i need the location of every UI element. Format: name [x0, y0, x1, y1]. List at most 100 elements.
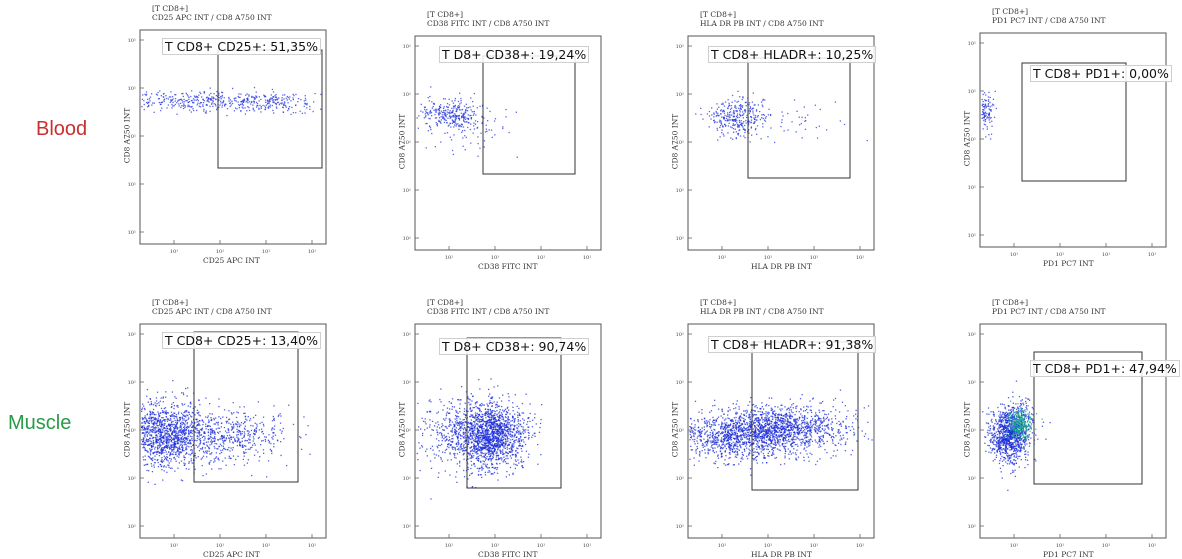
event-dot — [714, 114, 715, 115]
event-dot — [483, 448, 484, 449]
event-dot — [520, 420, 521, 421]
event-dot — [182, 419, 183, 420]
event-dot — [430, 411, 431, 412]
event-dot — [470, 115, 471, 116]
event-dot — [425, 418, 426, 419]
event-dot — [511, 435, 512, 436]
event-dot — [273, 446, 274, 447]
event-dot — [729, 103, 730, 104]
event-dot — [147, 103, 148, 104]
event-dot — [432, 108, 433, 109]
event-dot — [492, 438, 493, 439]
event-dot — [172, 380, 173, 381]
event-dot — [471, 441, 472, 442]
event-dot — [503, 461, 504, 462]
gate-label: T D8+ CD38+: 90,74% — [439, 338, 589, 355]
event-dot — [178, 457, 179, 458]
event-dot — [186, 410, 187, 411]
event-dot — [517, 459, 518, 460]
y-tick-label: 10¹ — [128, 476, 136, 482]
event-dot — [178, 412, 179, 413]
event-dot — [224, 435, 225, 436]
event-dot — [160, 421, 161, 422]
event-dot — [437, 446, 438, 447]
event-dot — [465, 403, 466, 404]
x-tick-label: 10¹ — [810, 543, 818, 549]
event-dot — [199, 92, 200, 93]
event-dot — [720, 136, 721, 137]
event-dot — [820, 109, 821, 110]
event-dot — [268, 434, 269, 435]
event-dot — [442, 429, 443, 430]
event-dot — [729, 119, 730, 120]
x-tick-label: 10¹ — [1056, 252, 1064, 258]
event-dot — [254, 102, 255, 103]
event-dot — [816, 127, 817, 128]
event-dot — [984, 108, 985, 109]
event-dot — [195, 455, 196, 456]
event-dot — [493, 429, 494, 430]
event-dot — [743, 121, 744, 122]
event-dot — [173, 402, 174, 403]
event-dot — [264, 106, 265, 107]
event-dot — [147, 428, 148, 429]
event-dot — [191, 106, 192, 107]
event-dot — [509, 422, 510, 423]
event-dot — [521, 459, 522, 460]
row-label-blood: Blood — [36, 118, 87, 141]
event-dot — [505, 448, 506, 449]
x-tick-label: 10¹ — [262, 249, 270, 255]
event-dot — [204, 438, 205, 439]
event-dot — [169, 434, 170, 435]
event-dot — [214, 436, 215, 437]
event-dot — [486, 131, 487, 132]
event-dot — [169, 448, 170, 449]
event-dot — [208, 447, 209, 448]
event-dot — [239, 97, 240, 98]
event-dot — [985, 94, 986, 95]
event-dot — [233, 425, 234, 426]
event-dot — [516, 450, 517, 451]
event-dot — [740, 105, 741, 106]
event-dot — [513, 410, 514, 411]
event-dot — [219, 431, 220, 432]
event-dot — [161, 449, 162, 450]
event-dot — [485, 131, 486, 132]
event-dot — [145, 423, 146, 424]
event-dot — [181, 422, 182, 423]
event-dot — [283, 438, 284, 439]
event-dot — [537, 464, 538, 465]
event-dot — [422, 418, 423, 419]
event-dot — [218, 406, 219, 407]
event-dot — [459, 109, 460, 110]
event-dot — [734, 125, 735, 126]
event-dot — [435, 117, 436, 118]
event-dot — [287, 102, 288, 103]
event-dot — [179, 105, 180, 106]
event-dot — [990, 97, 991, 98]
event-dot — [724, 124, 725, 125]
event-dot — [162, 443, 163, 444]
event-dot — [493, 452, 494, 453]
event-dot — [459, 421, 460, 422]
event-dot — [460, 435, 461, 436]
event-dot — [523, 430, 524, 431]
event-dot — [164, 432, 165, 433]
event-dot — [840, 120, 841, 121]
event-dot — [481, 411, 482, 412]
event-dot — [179, 448, 180, 449]
event-dot — [283, 107, 284, 108]
event-dot — [500, 424, 501, 425]
event-dot — [740, 106, 741, 107]
event-dot — [452, 398, 453, 399]
event-dot — [499, 440, 500, 441]
event-dot — [233, 402, 234, 403]
event-dot — [249, 439, 250, 440]
event-dot — [144, 427, 145, 428]
event-dot — [724, 106, 725, 107]
event-dot — [490, 426, 491, 427]
event-dot — [494, 120, 495, 121]
event-dot — [759, 111, 760, 112]
event-dot — [418, 128, 419, 129]
event-dot — [154, 484, 155, 485]
